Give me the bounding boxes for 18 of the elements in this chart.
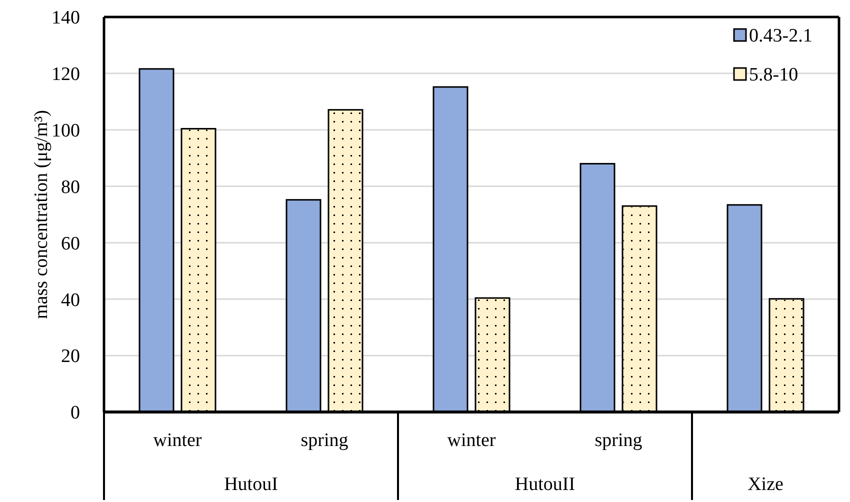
y-tick-label: 40	[61, 290, 80, 311]
x-tick-label: spring	[300, 430, 349, 451]
y-tick-label: 80	[61, 176, 80, 198]
text: Xize	[748, 474, 784, 495]
y-tick-label: 100	[52, 120, 80, 142]
text: HutouI	[224, 474, 278, 495]
text: HutouII	[514, 474, 576, 495]
y-axis-title: mass concentration (μg/m³)	[31, 110, 52, 319]
legend-label: 0.43-2.1	[749, 26, 812, 47]
y-tick-label: 20	[61, 346, 80, 368]
x-tick-label: winter	[447, 430, 496, 451]
x-tick-label: winter	[153, 430, 202, 451]
legend-label: 5.8-10	[749, 64, 798, 86]
y-tick-label: 0	[70, 402, 80, 424]
y-tick-label: 120	[52, 64, 80, 86]
x-tick-label: spring	[594, 430, 643, 451]
y-tick-label: 140	[52, 8, 80, 29]
y-tick-label: 60	[61, 233, 80, 254]
